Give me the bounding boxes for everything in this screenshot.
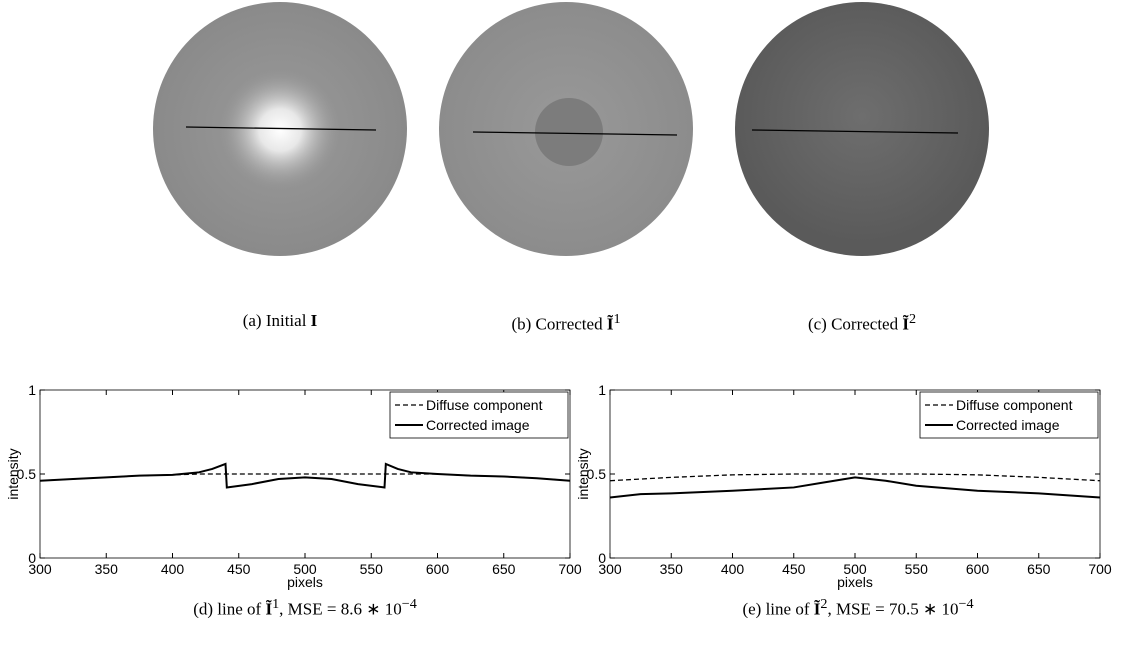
image-b — [439, 2, 693, 256]
legend-label: Diffuse component — [426, 397, 543, 413]
caption-text: (e) line of — [742, 600, 809, 619]
x-tick-label: 450 — [227, 561, 251, 577]
caption-sup: 2 — [909, 311, 916, 327]
caption-text: (d) line of — [193, 600, 261, 619]
caption: (c) Corrected Ĩ2 — [808, 311, 916, 335]
legend: Diffuse component Corrected image — [920, 392, 1098, 438]
caption-math: Ĩ — [814, 600, 821, 619]
caption: (d) line of Ĩ1, MSE = 8.6 ∗ 10−4 — [193, 596, 417, 620]
caption-math: Ĩ — [265, 600, 272, 619]
caption: (e) line of Ĩ2, MSE = 70.5 ∗ 10−4 — [742, 596, 973, 620]
y-axis-label: intensity — [575, 448, 591, 499]
caption-text: (b) Corrected — [511, 315, 602, 334]
caption-sup: 2 — [820, 596, 827, 612]
legend-label: Corrected image — [426, 417, 530, 433]
caption-sup: −4 — [958, 596, 973, 612]
x-tick-label: 700 — [1088, 561, 1112, 577]
caption-text: , MSE = 70.5 ∗ 10 — [827, 600, 958, 619]
x-tick-label: 400 — [161, 561, 185, 577]
caption-sup: 1 — [272, 596, 279, 612]
legend-label: Corrected image — [956, 417, 1060, 433]
y-tick-label: 0 — [598, 550, 606, 566]
x-tick-label: 550 — [905, 561, 929, 577]
x-tick-label: 450 — [782, 561, 806, 577]
x-tick-label: 650 — [1027, 561, 1051, 577]
y-tick-label: 1 — [598, 382, 606, 398]
page: 30035040045050055060065070000.51pixelsin… — [0, 0, 1123, 647]
caption-sup: −4 — [402, 596, 417, 612]
data-line — [610, 477, 1100, 497]
y-axis-label: intensity — [5, 448, 21, 499]
caption-math: Ĩ — [607, 315, 614, 334]
caption-text: (a) Initial — [243, 311, 307, 330]
caption: (a) Initial I — [243, 311, 318, 331]
x-tick-label: 600 — [966, 561, 990, 577]
caption-math: I — [311, 311, 318, 330]
legend-label: Diffuse component — [956, 397, 1073, 413]
x-axis-label: pixels — [287, 574, 323, 590]
x-tick-label: 700 — [558, 561, 582, 577]
x-axis-label: pixels — [837, 574, 873, 590]
image-c — [735, 2, 989, 256]
caption: (b) Corrected Ĩ1 — [511, 311, 620, 335]
y-tick-label: 1 — [28, 382, 36, 398]
image-a — [153, 2, 407, 256]
caption-text: (c) Corrected — [808, 315, 898, 334]
y-tick-label: 0 — [28, 550, 36, 566]
x-tick-label: 550 — [360, 561, 384, 577]
caption-text: , MSE = 8.6 ∗ 10 — [279, 600, 402, 619]
caption-sup: 1 — [613, 311, 620, 327]
x-tick-label: 350 — [95, 561, 119, 577]
x-tick-label: 350 — [660, 561, 684, 577]
legend: Diffuse component Corrected image — [390, 392, 568, 438]
x-tick-label: 600 — [426, 561, 450, 577]
x-tick-label: 650 — [492, 561, 516, 577]
x-tick-label: 400 — [721, 561, 745, 577]
data-line — [40, 464, 570, 488]
